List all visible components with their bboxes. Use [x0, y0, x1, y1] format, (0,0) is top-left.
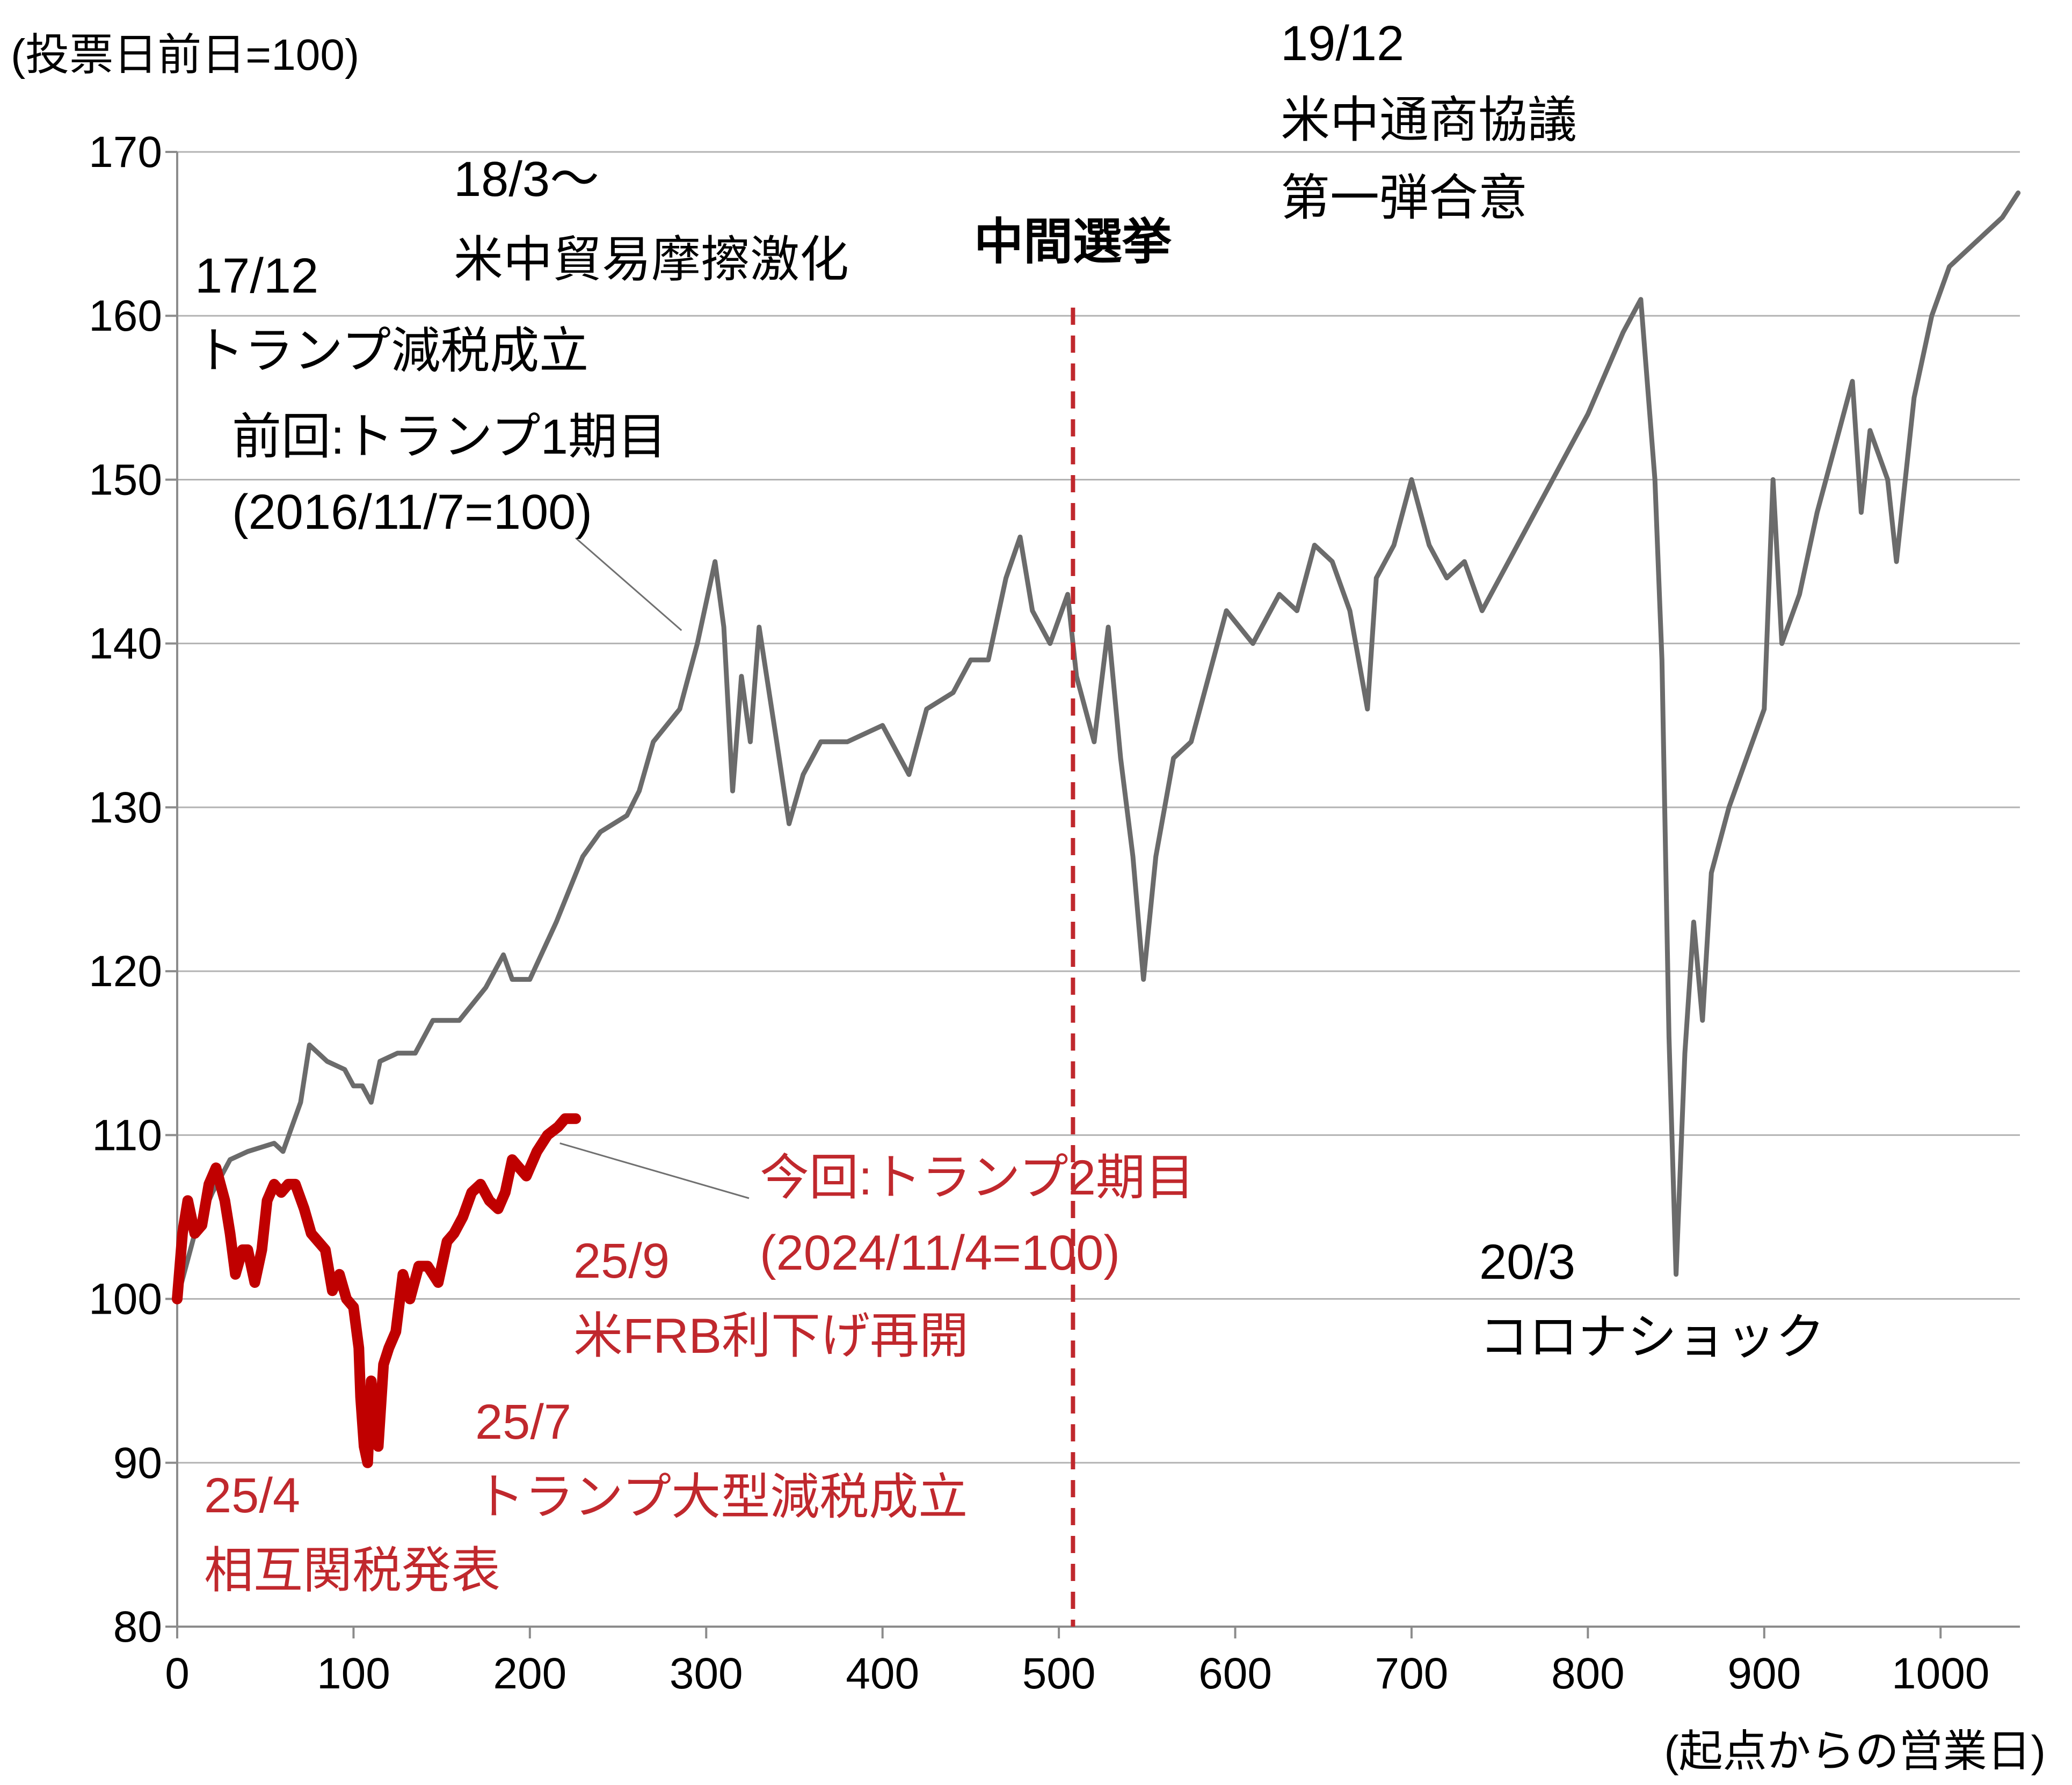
annotation-17-12-date: 17/12 — [195, 249, 318, 303]
x-tick-label: 200 — [493, 1649, 566, 1698]
y-tick-label: 140 — [89, 620, 162, 668]
annotation-20-3-text: コロナショック — [1479, 1310, 1825, 1365]
first-term-label: 前回:トランプ1期目 — [232, 410, 667, 464]
first-term-leader-line — [575, 537, 682, 631]
leader-lines — [559, 537, 750, 1199]
annotation-20-3-date: 20/3 — [1479, 1235, 1575, 1289]
annotation-25-7-text: トランプ大型減税成立 — [475, 1470, 968, 1525]
y-tick-label: 170 — [89, 128, 162, 177]
annotation-17-12-text: トランプ減税成立 — [195, 324, 588, 378]
annotation-25-4-text: 相互関税発表 — [204, 1543, 500, 1598]
axes — [165, 151, 2020, 1638]
x-axis-label: (起点からの営業日) — [1664, 1727, 2046, 1776]
midterm-election-label: 中間選挙 — [974, 215, 1172, 269]
series-line-second — [172, 1113, 581, 1468]
x-tick-label: 500 — [1022, 1649, 1096, 1698]
annotation-18-3-text: 米中貿易摩擦激化 — [454, 232, 849, 287]
annotation-25-9-date: 25/9 — [573, 1234, 670, 1288]
x-tick-label: 300 — [670, 1649, 743, 1698]
y-tick-label: 110 — [92, 1111, 162, 1160]
second-term-base-date: (2024/11/4=100) — [760, 1226, 1120, 1280]
first-term-base-date: (2016/11/7=100) — [232, 485, 592, 540]
x-tick-label: 1000 — [1892, 1649, 1989, 1698]
y-axis-label: (投票日前日=100) — [11, 31, 359, 79]
y-tick-label: 100 — [89, 1275, 162, 1324]
y-tick-label: 150 — [89, 455, 162, 504]
y-tick-label: 90 — [113, 1439, 162, 1488]
y-tick-label: 130 — [89, 783, 162, 832]
second-term-leader-line — [559, 1142, 750, 1199]
annotation-19-12-date: 19/12 — [1281, 16, 1404, 71]
x-tick-label: 400 — [846, 1649, 919, 1698]
series-line-first — [175, 190, 2021, 1302]
x-tick-labels: 0 100 200 300 400 500 600 700 800 900 1000 — [165, 1649, 1989, 1698]
x-tick-label: 700 — [1375, 1649, 1449, 1698]
series-lines — [172, 190, 2021, 1468]
x-tick-label: 100 — [317, 1649, 390, 1698]
annotation-25-9-text: 米FRB利下げ再開 — [573, 1309, 969, 1364]
gridlines — [177, 151, 2020, 1464]
x-tick-label: 900 — [1727, 1649, 1801, 1698]
annotation-19-12-text-2: 第一弾合意 — [1281, 171, 1528, 225]
annotation-25-4-date: 25/4 — [204, 1468, 300, 1523]
y-tick-label: 80 — [113, 1602, 162, 1651]
annotation-25-7-date: 25/7 — [475, 1395, 571, 1449]
annotation-19-12-text-1: 米中通商協議 — [1281, 93, 1577, 148]
second-term-label: 今回:トランプ2期目 — [760, 1150, 1195, 1205]
x-tick-label: 600 — [1198, 1649, 1272, 1698]
y-tick-label: 120 — [89, 947, 162, 996]
x-tick-label: 0 — [165, 1649, 190, 1698]
x-tick-label: 800 — [1551, 1649, 1625, 1698]
y-tick-labels: 80 90 100 110 120 130 140 150 160 170 — [89, 128, 162, 1651]
y-tick-label: 160 — [89, 292, 162, 340]
annotation-18-3-date: 18/3～ — [454, 152, 599, 207]
